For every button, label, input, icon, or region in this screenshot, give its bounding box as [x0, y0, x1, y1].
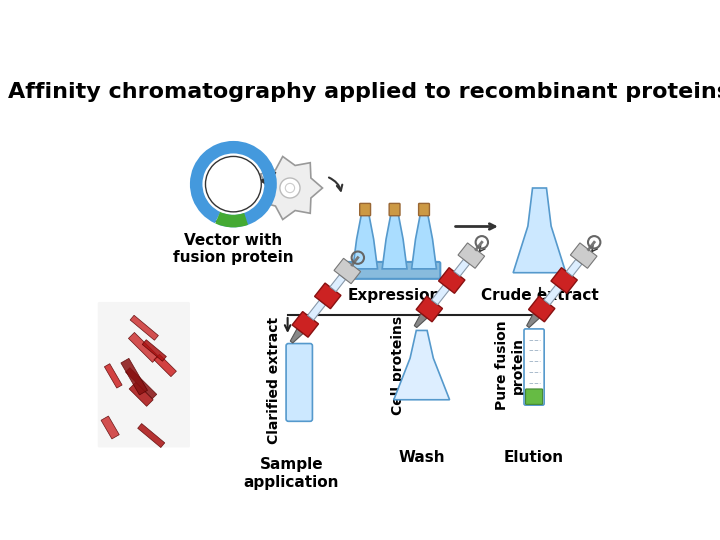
Polygon shape	[330, 275, 346, 292]
Polygon shape	[138, 423, 165, 448]
Polygon shape	[315, 283, 341, 309]
Polygon shape	[382, 215, 407, 269]
Text: Elution: Elution	[504, 450, 564, 465]
Polygon shape	[292, 312, 318, 338]
FancyBboxPatch shape	[418, 204, 429, 215]
Polygon shape	[143, 340, 166, 361]
Polygon shape	[412, 215, 436, 269]
Polygon shape	[431, 285, 449, 305]
Polygon shape	[416, 296, 443, 322]
Polygon shape	[101, 416, 120, 439]
Circle shape	[280, 178, 300, 198]
Polygon shape	[353, 215, 377, 269]
Polygon shape	[307, 300, 325, 320]
Polygon shape	[334, 258, 361, 284]
Polygon shape	[414, 313, 427, 328]
Polygon shape	[513, 188, 566, 273]
Polygon shape	[394, 330, 449, 400]
Text: Cell proteins: Cell proteins	[392, 315, 405, 415]
Polygon shape	[567, 259, 582, 276]
FancyBboxPatch shape	[344, 262, 441, 279]
Text: Expression: Expression	[348, 288, 441, 303]
Polygon shape	[130, 315, 158, 340]
FancyBboxPatch shape	[360, 204, 371, 215]
Polygon shape	[438, 268, 465, 293]
Text: Wash: Wash	[398, 450, 445, 465]
Polygon shape	[104, 363, 122, 388]
Polygon shape	[129, 382, 153, 406]
Polygon shape	[528, 296, 555, 322]
Polygon shape	[458, 243, 485, 268]
FancyBboxPatch shape	[524, 329, 544, 405]
Text: Crude extract: Crude extract	[481, 288, 598, 303]
Circle shape	[205, 157, 261, 212]
Polygon shape	[125, 368, 157, 399]
Text: Vector with
fusion protein: Vector with fusion protein	[173, 233, 294, 265]
FancyBboxPatch shape	[98, 302, 190, 448]
Text: Sample
application: Sample application	[244, 457, 339, 490]
Polygon shape	[128, 333, 158, 362]
Polygon shape	[544, 285, 562, 305]
Polygon shape	[551, 268, 577, 293]
FancyBboxPatch shape	[286, 343, 312, 421]
Polygon shape	[454, 259, 469, 276]
Polygon shape	[261, 157, 323, 220]
Text: Clarified extract: Clarified extract	[267, 317, 282, 444]
Text: Affinity chromatography applied to recombinant proteins: Affinity chromatography applied to recom…	[8, 82, 720, 102]
Polygon shape	[290, 329, 303, 343]
FancyBboxPatch shape	[526, 389, 543, 404]
Polygon shape	[526, 313, 539, 328]
Polygon shape	[154, 354, 176, 376]
Polygon shape	[121, 359, 148, 395]
Circle shape	[285, 184, 294, 193]
Polygon shape	[570, 243, 597, 268]
Text: Pure fusion
protein: Pure fusion protein	[495, 320, 525, 410]
FancyBboxPatch shape	[389, 204, 400, 215]
